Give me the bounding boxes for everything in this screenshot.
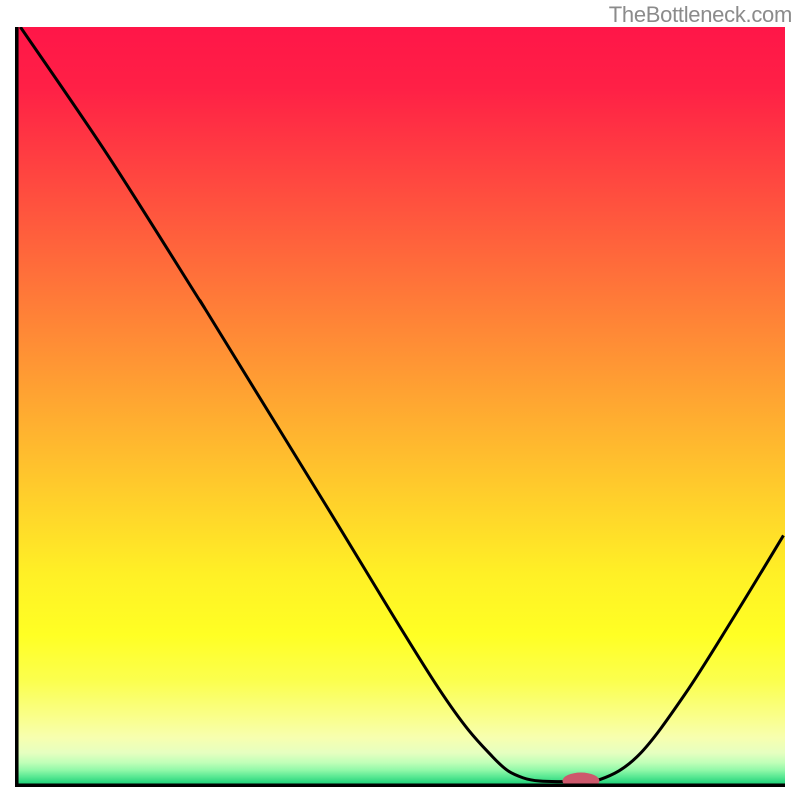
chart-container: TheBottleneck.com <box>0 0 800 800</box>
chart-background <box>15 27 785 787</box>
watermark-text: TheBottleneck.com <box>609 2 792 28</box>
bottleneck-chart <box>15 27 785 787</box>
